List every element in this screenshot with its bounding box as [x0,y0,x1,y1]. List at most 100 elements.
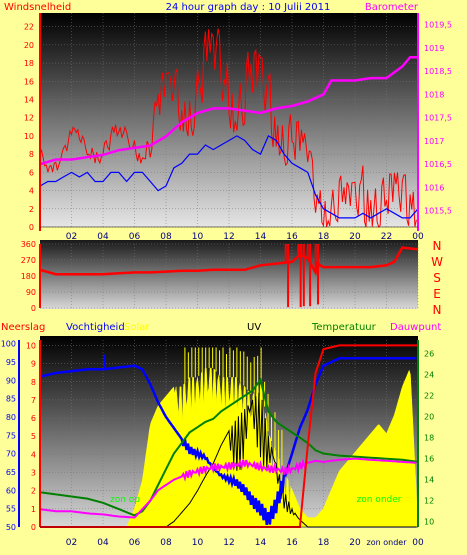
temperature-line [39,377,419,517]
x-tick-label: 06 [129,538,141,548]
direction-axes: 0 90 180 270 360 [21,240,41,313]
y-right-tick-label: 1016 [424,183,444,192]
temperature-tick-label: 10 [424,518,434,527]
temperature-tick-label: 14 [424,476,434,485]
compass-e: E [433,287,441,301]
humidity-tick-label: 100 [1,340,16,349]
direction-grid [40,243,419,309]
uv-label: UV [247,322,261,333]
y-right-tick-label: 1019 [424,44,444,53]
humidity-line [39,357,417,526]
y-tick-label: 14 [24,96,34,105]
humidity-tick-label: 90 [6,376,16,385]
wind-axes: 02468101214161820221015,510161016,510171… [24,13,452,242]
dewpoint-label: Dauwpunt [390,322,441,333]
x-tick-label: 14 [255,538,267,548]
y-right-tick-label: 1015,5 [424,207,452,216]
x-tick-label: 16 [286,232,298,242]
wind-average-line [39,135,419,219]
y-tick-label: 90 [26,288,36,297]
wind-grid [40,13,419,228]
compass-labels: N W S E N [431,239,443,317]
x-tick-label: 18 [318,232,330,242]
x-tick-label: zon onder [367,538,408,547]
compass-n-bottom: N [433,303,442,317]
y-tick-label: 20 [24,41,34,50]
rain-tick-label: 2 [31,487,36,496]
y-tick-label: 0 [29,223,34,232]
climate-axes: 5055606570758085909510001234567891010121… [1,340,434,548]
humidity-tick-label: 70 [6,450,16,459]
temperature-tick-label: 12 [424,497,434,506]
y-tick-label: 6 [29,168,34,177]
temperature-tick-label: 24 [424,371,434,380]
temperature-tick-label: 20 [424,413,434,422]
temperature-label: Temperatuur [311,322,377,333]
y-right-tick-label: 1018 [424,90,444,99]
x-tick-label: 08 [160,232,172,242]
humidity-tick-label: 85 [6,395,16,404]
rain-tick-label: 1 [31,505,36,514]
wind-barometer-plot [39,28,419,228]
humidity-tick-label: 50 [6,523,16,532]
x-tick-label: 20 [349,232,361,242]
x-tick-label: 02 [66,538,77,548]
rain-line [40,344,418,528]
y-tick-label: 10 [24,132,34,141]
sunset-annotation: zon onder [357,495,402,505]
x-tick-label: 04 [97,538,109,548]
x-tick-label: 12 [223,538,234,548]
y-tick-label: 12 [24,114,34,123]
dewpoint-line [39,457,417,519]
temperature-tick-label: 18 [424,434,434,443]
rain-tick-label: 6 [31,414,36,423]
y-right-tick-label: 1016,5 [424,160,452,169]
rain-tick-label: 8 [31,378,36,387]
y-tick-label: 18 [24,59,34,68]
x-tick-label: 00 [412,232,424,242]
x-tick-label: 10 [192,232,204,242]
x-tick-label: 02 [66,232,77,242]
wind-direction-line [39,246,419,277]
y-tick-label: 4 [29,187,34,196]
humidity-label: Vochtigheid [66,322,125,333]
temperature-tick-label: 26 [424,350,434,359]
x-tick-label: 14 [255,232,267,242]
y-right-tick-label: 1017 [424,137,444,146]
compass-s: S [433,271,441,285]
x-tick-label: 22 [381,232,392,242]
barometer-label: Barometer [365,2,419,13]
wind-panel-background [40,13,418,227]
wind-speed-label: Windsnelheid [4,2,71,13]
humidity-tick-label: 80 [6,413,16,422]
x-tick-label: 06 [129,232,141,242]
y-right-tick-label: 1018,5 [424,67,452,76]
rain-tick-label: 4 [31,450,36,459]
humidity-tick-label: 75 [6,431,16,440]
y-tick-label: 180 [21,272,36,281]
y-tick-label: 0 [31,304,36,313]
x-tick-label: 12 [223,232,234,242]
humidity-tick-label: 95 [6,358,16,367]
x-tick-label: 04 [97,232,109,242]
y-tick-label: 360 [21,240,36,249]
rain-tick-label: 9 [31,360,36,369]
temperature-tick-label: 22 [424,392,434,401]
y-tick-label: 2 [29,205,34,214]
sunrise-annotation: zon op [110,495,140,505]
y-tick-label: 270 [21,256,36,265]
rain-tick-label: 7 [31,396,36,405]
compass-n-top: N [433,239,442,253]
y-tick-label: 22 [24,23,34,32]
barometer-line [39,55,418,166]
graph-title: 24 hour graph day : 10 Julii 2011 [166,2,331,13]
x-tick-label: 10 [192,538,204,548]
rain-label: Neerslag [1,322,45,333]
rain-tick-label: 10 [26,341,36,350]
y-right-tick-label: 1017,5 [424,114,452,123]
humidity-tick-label: 55 [6,505,16,514]
x-tick-label: 08 [160,538,172,548]
x-tick-label: 00 [412,538,424,548]
